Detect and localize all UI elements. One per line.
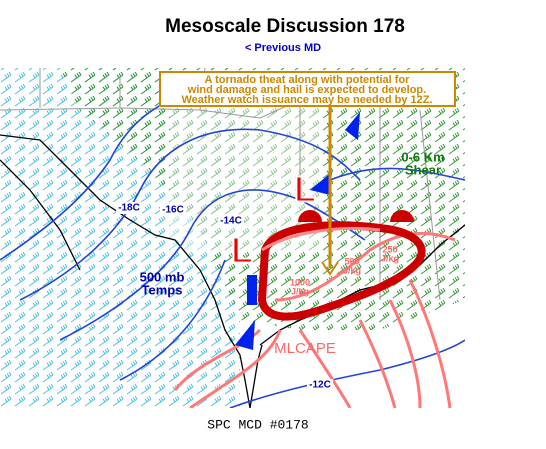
cape-label: J/kg: [291, 286, 309, 296]
temps-label: Temps: [142, 282, 183, 297]
low-symbol: L: [231, 230, 253, 271]
shear-label: Shear: [405, 162, 441, 177]
low-symbol: L: [294, 169, 316, 210]
cape-label: J/kg: [381, 253, 399, 263]
temp-label: -12C: [309, 380, 331, 391]
footer: SPC MCD #0178: [207, 417, 308, 432]
cape-label: 500: [344, 256, 359, 266]
title: Mesoscale Discussion 178: [165, 16, 405, 37]
cape-label: 1000: [290, 277, 310, 287]
temp-label: -16C: [162, 205, 184, 216]
previous-md-link[interactable]: < Previous MD: [245, 42, 321, 54]
temp-label: -14C: [220, 216, 242, 227]
map: A tornado theat along with potential for…: [0, 68, 465, 408]
temp-label: -18C: [118, 203, 140, 214]
shear-label: 0-6 Km: [401, 149, 444, 164]
cape-label: J/kg: [343, 265, 361, 275]
temps-label: 500 mb: [140, 269, 185, 284]
annotation-line: Weather watch issuance may be needed by …: [181, 94, 432, 106]
cape-title: MLCAPE: [274, 340, 336, 357]
annotation-line: wind damage and hail is expected to deve…: [187, 84, 426, 96]
annotation-line: A tornado theat along with potential for: [205, 74, 411, 86]
cape-label: 250: [382, 244, 397, 254]
